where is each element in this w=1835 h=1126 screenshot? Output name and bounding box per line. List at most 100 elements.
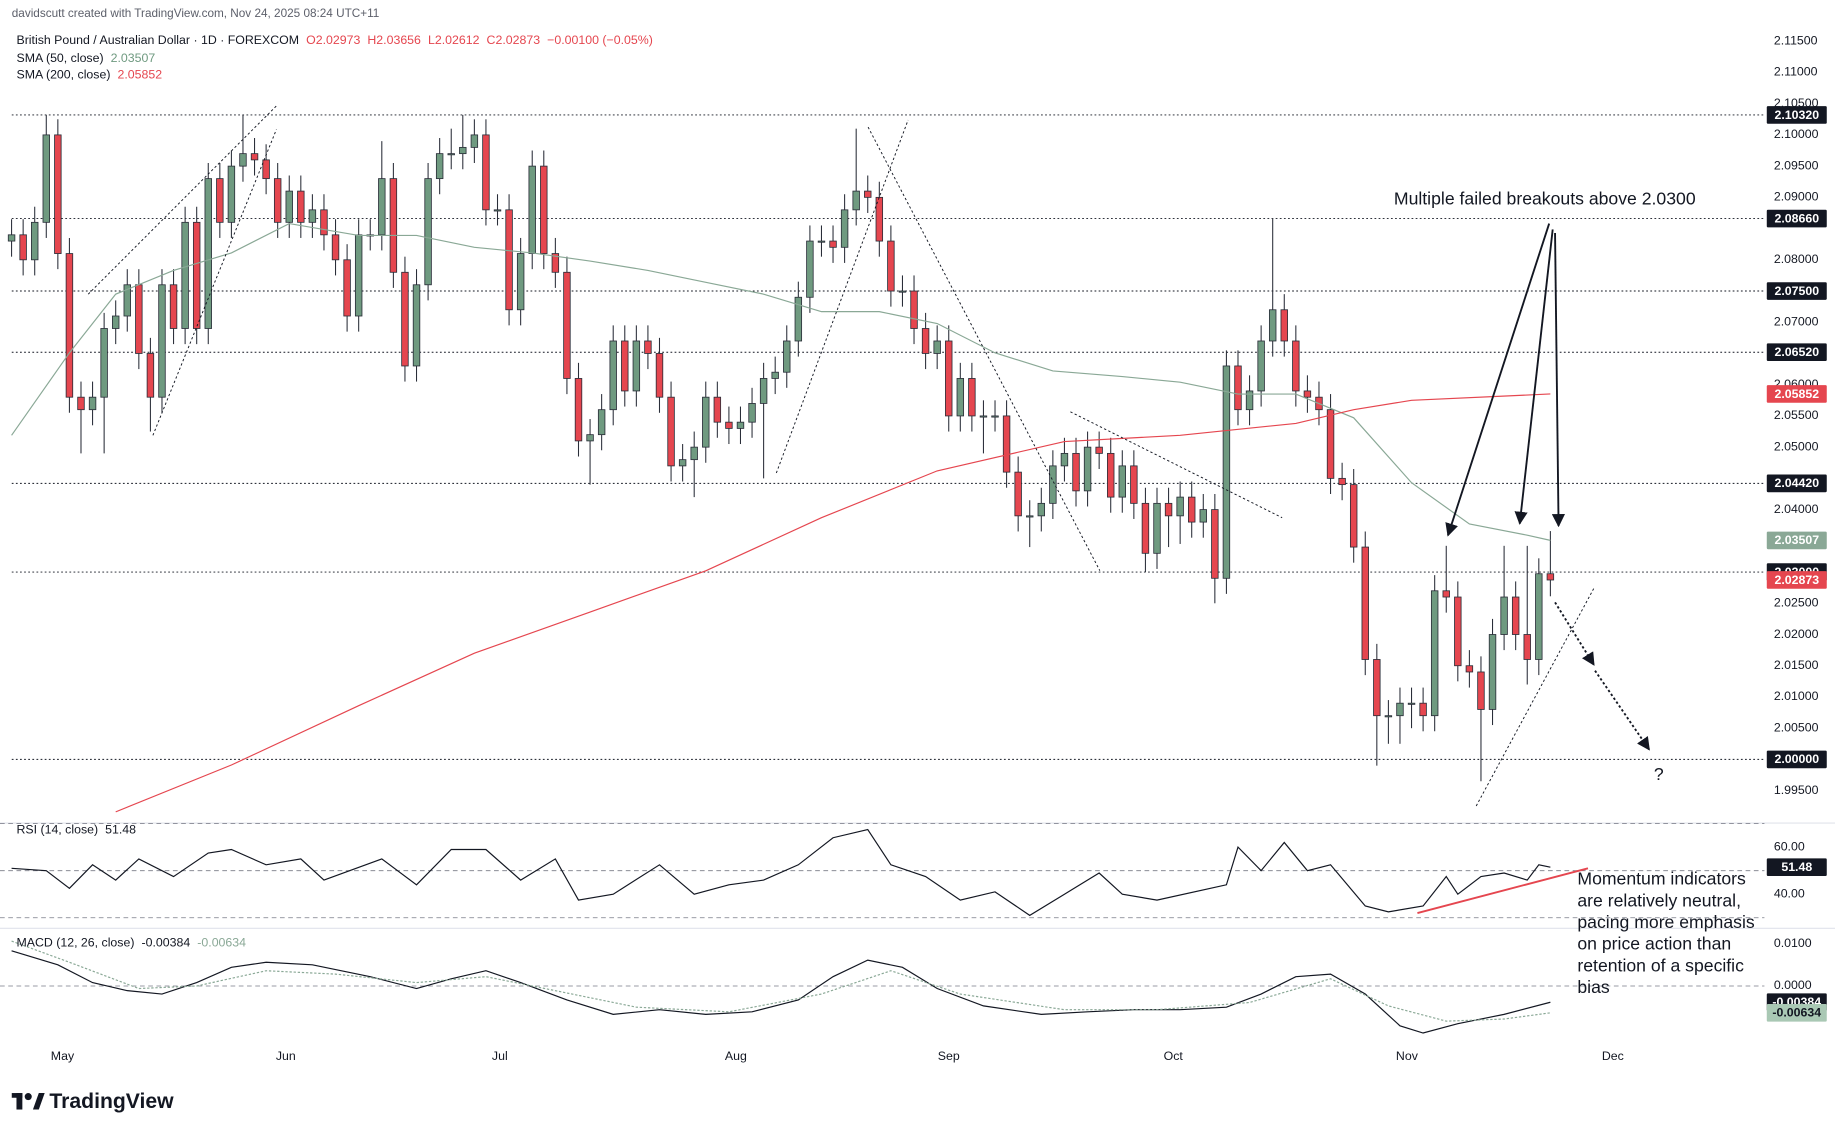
plot: 2.115002.110002.105002.100002.095002.090… [0,33,1835,1063]
y-tick-label: 2.11500 [1774,33,1818,47]
candle-body [216,178,224,223]
candle-body [1546,573,1555,581]
candle-body [308,209,317,223]
y-tick-label: 60.00 [1774,839,1805,853]
candle-body [239,153,247,167]
legend-name: MACD (12, 26, close) [16,936,134,950]
candle-body [158,284,166,398]
candle-body [945,340,953,417]
candle-body [343,259,351,317]
candle-body [632,340,641,392]
legend-name: RSI (14, close) [16,823,98,837]
level-badge: 2.08660 [1774,211,1819,225]
candle-body [1072,452,1080,492]
level-badge-bg [1766,282,1827,300]
y-tick-label: 2.02000 [1774,627,1819,641]
symbol: British Pound / Australian Dollar · 1D ·… [16,33,299,47]
projection-arrow [1554,601,1650,751]
candle-body [979,415,988,418]
candle-body [1523,634,1531,660]
candle-body [1002,415,1011,473]
candle-body [1014,471,1022,517]
candle-body [1349,484,1358,548]
y-tick-label: 0.0000 [1774,978,1812,992]
legend-value: 51.48 [105,823,136,837]
legend-name: SMA (200, close) [16,68,110,82]
sma50-legend: SMA (50, close) 2.03507 [16,51,155,65]
candle-body [493,209,502,212]
level-badge: 2.00000 [1774,752,1819,766]
ohlc-close: C2.02873 [487,33,541,47]
signal-line [11,940,1551,1022]
candle-body [621,340,629,392]
candle-body [1083,446,1092,492]
candle-body [921,328,930,354]
candle-body [516,253,525,311]
sma200-legend: SMA (200, close) 2.05852 [16,68,162,82]
candle-body [898,290,907,293]
candle-body [1407,702,1416,705]
ohlc-open: O2.02973 [306,33,360,47]
candle-body [540,165,548,254]
candle-body [1465,665,1474,673]
indicator-badge: 51.48 [1781,860,1812,874]
candle-body [864,190,872,198]
price-legend: British Pound / Australian Dollar · 1D ·… [16,33,652,47]
candle-body [875,196,884,242]
candle-body [690,446,698,461]
candle-body [1535,573,1543,660]
candle-body [1107,452,1115,498]
annotation-line: Momentum indicators [1577,869,1746,889]
candle-body [1419,702,1427,717]
candle-body [1488,634,1497,710]
y-tick-label: 2.08000 [1774,252,1819,266]
sma-line [115,393,1551,813]
candle-body [1442,590,1450,598]
y-tick-label: 2.09500 [1774,158,1819,172]
candle-body [262,159,270,180]
legend-value: 2.03507 [111,51,156,65]
candle-body [748,403,756,423]
candle-body [1049,465,1057,504]
x-tick-label: Jun [276,1049,296,1063]
y-tick-label: 40.00 [1774,886,1805,900]
y-tick-label: 2.00500 [1774,720,1819,734]
legend-value: -0.00634 [197,936,246,950]
level-badge-bg [1766,474,1827,493]
candle-body [31,221,39,261]
logo: TradingView [11,1090,174,1113]
candle-body [470,134,479,148]
candle-body [678,459,687,467]
candle-body [910,290,918,329]
candle-body [1477,671,1485,710]
annotation-line: pacing more emphasis [1577,912,1754,932]
rsi-line [11,828,1551,917]
candle-body [968,378,976,417]
y-tick-label: 1.99500 [1774,783,1819,797]
candle-body [1430,590,1439,717]
y-tick-label: 2.11000 [1774,65,1818,79]
annotation-line: retention of a specific [1577,955,1744,975]
x-tick-label: Jul [492,1049,508,1063]
last-price-badge: 2.02873 [1774,573,1819,587]
candle-body [1454,596,1462,667]
candle-body [852,190,860,211]
candle-body [1026,515,1034,518]
candle-body [412,284,421,367]
x-tick-label: May [51,1049,75,1063]
rsi-trend-line [1417,867,1589,914]
candle-body [806,240,814,298]
annotation-line: are relatively neutral, [1577,890,1741,910]
candle-body [7,234,16,242]
x-tick-label: Aug [725,1049,747,1063]
candle-body [817,240,826,243]
y-tick-label: 2.01000 [1774,689,1819,703]
y-tick-label: 2.05500 [1774,408,1819,422]
candle-body [609,340,617,411]
ohlc-high: H2.03656 [367,33,421,47]
level-badge-bg [1766,106,1827,124]
macd-legend: MACD (12, 26, close) -0.00384 -0.00634 [16,936,246,950]
